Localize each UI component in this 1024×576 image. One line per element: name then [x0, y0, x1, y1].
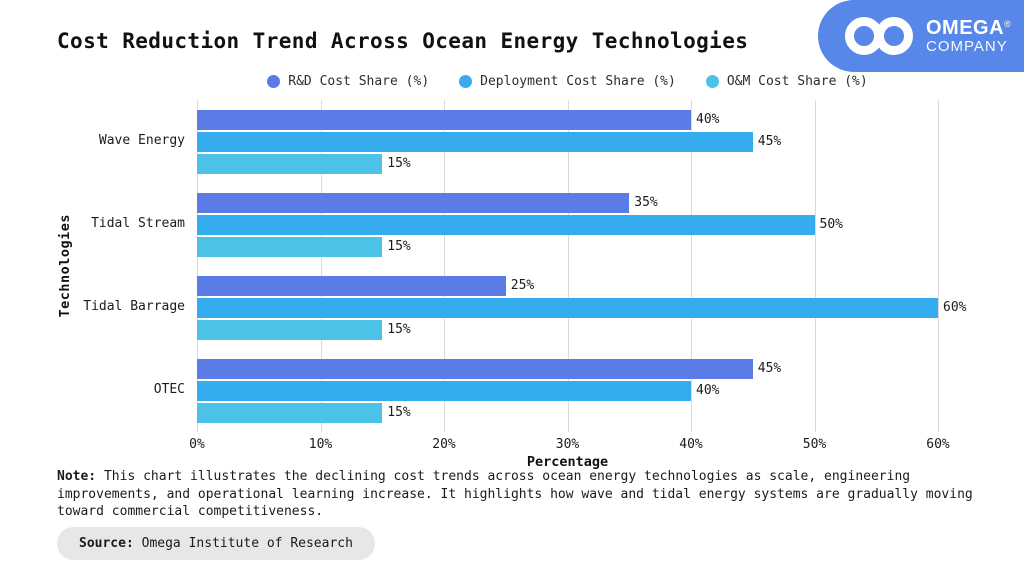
bar-wave-energy [197, 131, 753, 152]
legend-dot-icon [705, 75, 719, 88]
bar-tidal-stream [197, 192, 630, 213]
legend-item: O&M Cost Share (%) [705, 74, 868, 89]
bar-tidal-barrage [197, 297, 938, 318]
y-category-label-wave-energy: Wave Energy [98, 132, 185, 148]
legend-dot-icon [267, 75, 281, 88]
bar-wave-energy [197, 109, 691, 130]
bar-otec [197, 380, 691, 401]
source-text: Omega Institute of Research [141, 536, 353, 551]
gridline [691, 100, 692, 432]
legend-item: Deployment Cost Share (%) [459, 74, 676, 89]
bar-value-label: 40% [696, 382, 720, 398]
note-label: Note: [57, 469, 97, 484]
bar-value-label: 50% [819, 216, 843, 232]
x-tick-label: 40% [679, 437, 703, 452]
bar-tidal-stream [197, 236, 383, 257]
bar-chart: Wave Energy Tidal Stream Tidal Barrage OTEC… [83, 100, 966, 470]
legend-label: Deployment Cost Share (%) [480, 74, 676, 89]
x-tick-label: 0% [189, 437, 205, 452]
gridline [444, 100, 445, 432]
gridline [938, 100, 939, 432]
bar-value-label: 45% [757, 133, 782, 149]
bar-value-label: 45% [757, 360, 782, 376]
source-label: Source: [79, 536, 134, 551]
bar-value-label: 15% [387, 238, 411, 254]
legend-label: R&D Cost Share (%) [288, 74, 430, 89]
gridline [197, 100, 198, 432]
bar-value-label: 40% [696, 111, 720, 127]
y-category-label-otec: OTEC [153, 381, 185, 397]
bar-value-label: 15% [387, 404, 411, 420]
bar-otec [197, 358, 753, 379]
infinity-icon [844, 15, 914, 57]
source-badge: Source: Omega Institute of Research [57, 527, 375, 560]
legend-label: O&M Cost Share (%) [726, 74, 868, 89]
x-tick-label: 10% [308, 437, 333, 452]
x-axis-title: Percentage [526, 454, 609, 470]
bar-value-label: 15% [387, 155, 411, 171]
note-text: Note: This chart illustrates the declini… [57, 469, 973, 519]
logo-company-subtitle: COMPANY [926, 37, 1008, 55]
chart-title: Cost Reduction Trend Across Ocean Energy… [57, 29, 749, 53]
bar-tidal-barrage [197, 319, 383, 340]
logo-text: OMEGA® COMPANY [926, 16, 1012, 55]
logo-company-name: OMEGA® [926, 16, 1012, 39]
chart-legend: R&D Cost Share (%) Deployment Cost Share … [197, 74, 938, 89]
bar-wave-energy [197, 153, 383, 174]
x-tick-label: 50% [802, 437, 827, 452]
bar-otec [197, 402, 383, 423]
bar-value-label: 25% [510, 277, 535, 293]
x-tick-label: 20% [432, 437, 456, 452]
legend-item: R&D Cost Share (%) [267, 74, 429, 89]
y-category-label-tidal-barrage: Tidal Barrage [83, 298, 185, 314]
gridline [814, 100, 816, 432]
registered-mark: ® [1004, 18, 1012, 29]
gridline [320, 100, 322, 432]
bar-value-label: 35% [634, 194, 658, 210]
bar-tidal-stream [197, 214, 815, 235]
x-tick-label: 30% [555, 437, 580, 452]
y-axis-labels: Wave Energy Tidal Stream Tidal Barrage OTEC [7, 100, 197, 432]
bar-value-label: 15% [387, 321, 411, 337]
bar-value-label: 60% [943, 299, 967, 315]
company-logo: OMEGA® COMPANY [818, 0, 1024, 72]
y-category-label-tidal-stream: Tidal Stream [91, 215, 185, 231]
gridline [567, 100, 569, 432]
x-tick-label: 60% [926, 437, 950, 452]
legend-dot-icon [459, 75, 473, 88]
bar-tidal-barrage [197, 275, 506, 296]
